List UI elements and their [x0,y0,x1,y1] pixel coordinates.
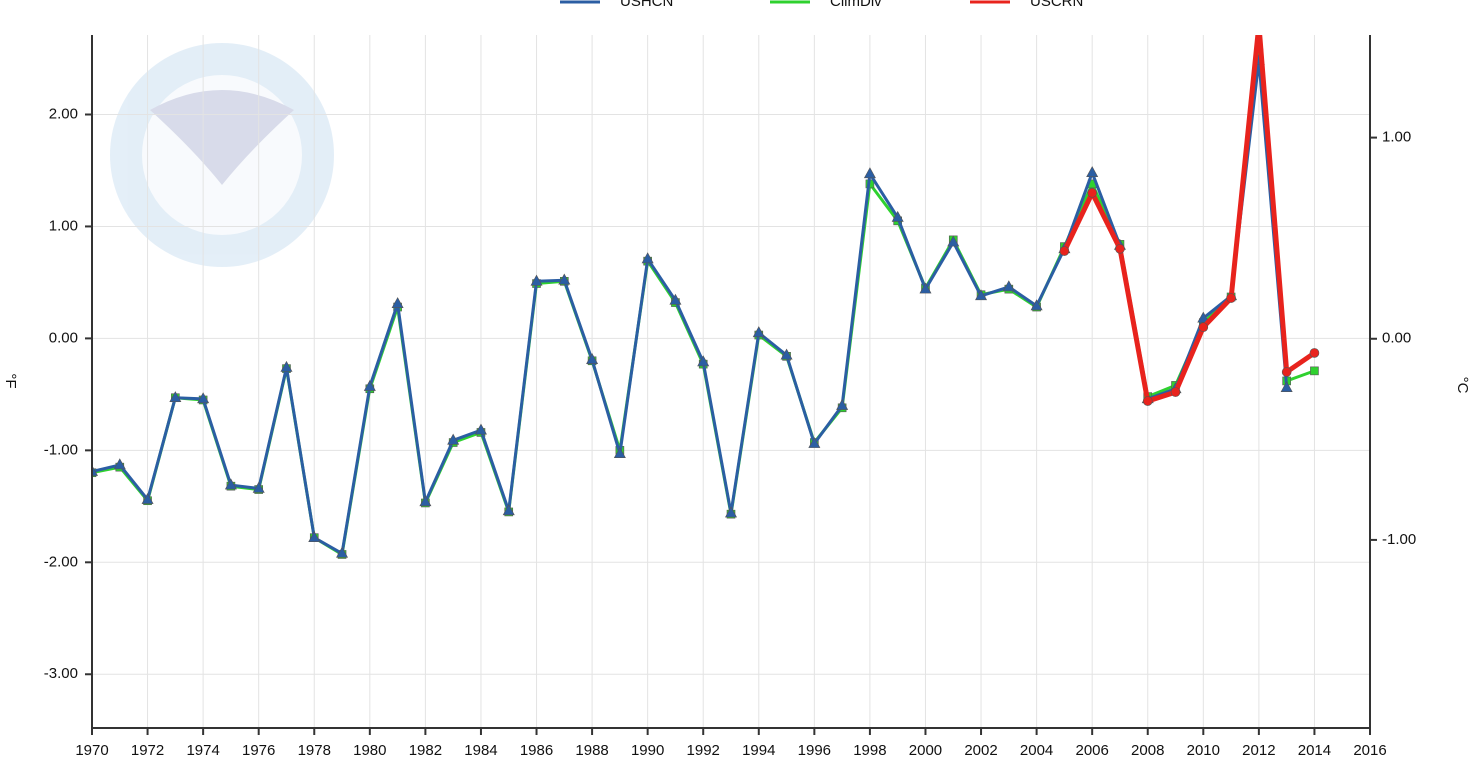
x-tick-label: 2012 [1242,742,1275,759]
x-tick-label: 2002 [964,742,997,759]
point [1087,188,1097,198]
point [1198,322,1209,333]
point [724,506,738,518]
y2-axis-label: °C [1454,377,1471,394]
point [474,423,487,435]
point [613,447,626,459]
y-tick-label: -3.00 [44,665,78,682]
x-tick-label: 2000 [909,742,942,759]
point [1030,299,1043,311]
point [447,433,460,445]
point [975,289,988,301]
x-tick-label: 2006 [1075,742,1108,759]
y-tick-label: 2.00 [49,105,78,122]
point [919,282,932,294]
point [1197,311,1210,323]
x-tick-label: 2016 [1353,742,1386,759]
point [752,326,765,338]
x-tick-label: 1990 [631,742,664,759]
x-tick-label: 2014 [1298,742,1331,759]
point [641,252,654,264]
x-tick-label: 1980 [353,742,386,759]
y-tick-label: -1.00 [44,441,78,458]
point [558,273,571,285]
point [836,398,849,410]
x-tick-label: 1998 [853,742,886,759]
point [1281,367,1292,377]
legend-label: USHCN [620,0,673,10]
series-line [92,59,1289,555]
point [169,391,182,403]
point [1086,166,1099,178]
point [891,210,904,222]
point [530,274,543,286]
point [1226,293,1236,303]
point [863,167,876,179]
x-tick-label: 1996 [798,742,831,759]
x-tick-label: 2010 [1187,742,1220,759]
point [1059,246,1070,256]
point [224,478,237,490]
x-tick-label: 1992 [687,742,720,759]
x-tick-label: 1972 [131,742,164,759]
point [336,546,349,558]
x-tick-label: 1970 [75,742,108,759]
y2-tick-label: 0.00 [1382,330,1411,347]
x-tick-label: 1994 [742,742,775,759]
point [1310,366,1319,376]
y-axis-label: °F [2,373,19,388]
point [1254,20,1263,29]
point [1115,244,1125,254]
point [419,495,432,507]
legend-label: ClimDiv [830,0,882,10]
x-tick-label: 1988 [575,742,608,759]
point [586,353,599,364]
watermark-logo [110,43,334,267]
point [1170,387,1181,397]
point [197,392,210,404]
point [502,504,515,516]
series-line [1062,35,1316,404]
point [780,348,793,360]
point [947,235,960,247]
y2-tick-label: -1.00 [1382,531,1416,548]
point [391,297,404,308]
point [697,355,710,367]
point [252,481,265,493]
point [1309,348,1320,358]
point [1002,280,1015,292]
x-tick-label: 1984 [464,742,497,759]
x-tick-label: 1976 [242,742,275,759]
y2-tick-label: 1.00 [1382,129,1411,146]
x-tick-label: 1982 [409,742,442,759]
point [1142,396,1153,406]
x-tick-label: 2008 [1131,742,1164,759]
point [141,492,154,504]
point [1280,381,1293,392]
point [308,531,321,542]
point [808,437,821,448]
point [669,293,682,305]
point [113,458,126,470]
x-tick-label: 2004 [1020,742,1053,759]
point [280,360,293,372]
y-tick-label: -2.00 [44,553,78,570]
point [363,379,376,391]
x-tick-label: 1986 [520,742,553,759]
legend-label: USCRN [1030,0,1083,10]
y-tick-label: 1.00 [49,217,78,234]
y-tick-label: 0.00 [49,329,78,346]
x-tick-label: 1974 [186,742,219,759]
x-tick-label: 1978 [298,742,331,759]
point [92,465,99,476]
